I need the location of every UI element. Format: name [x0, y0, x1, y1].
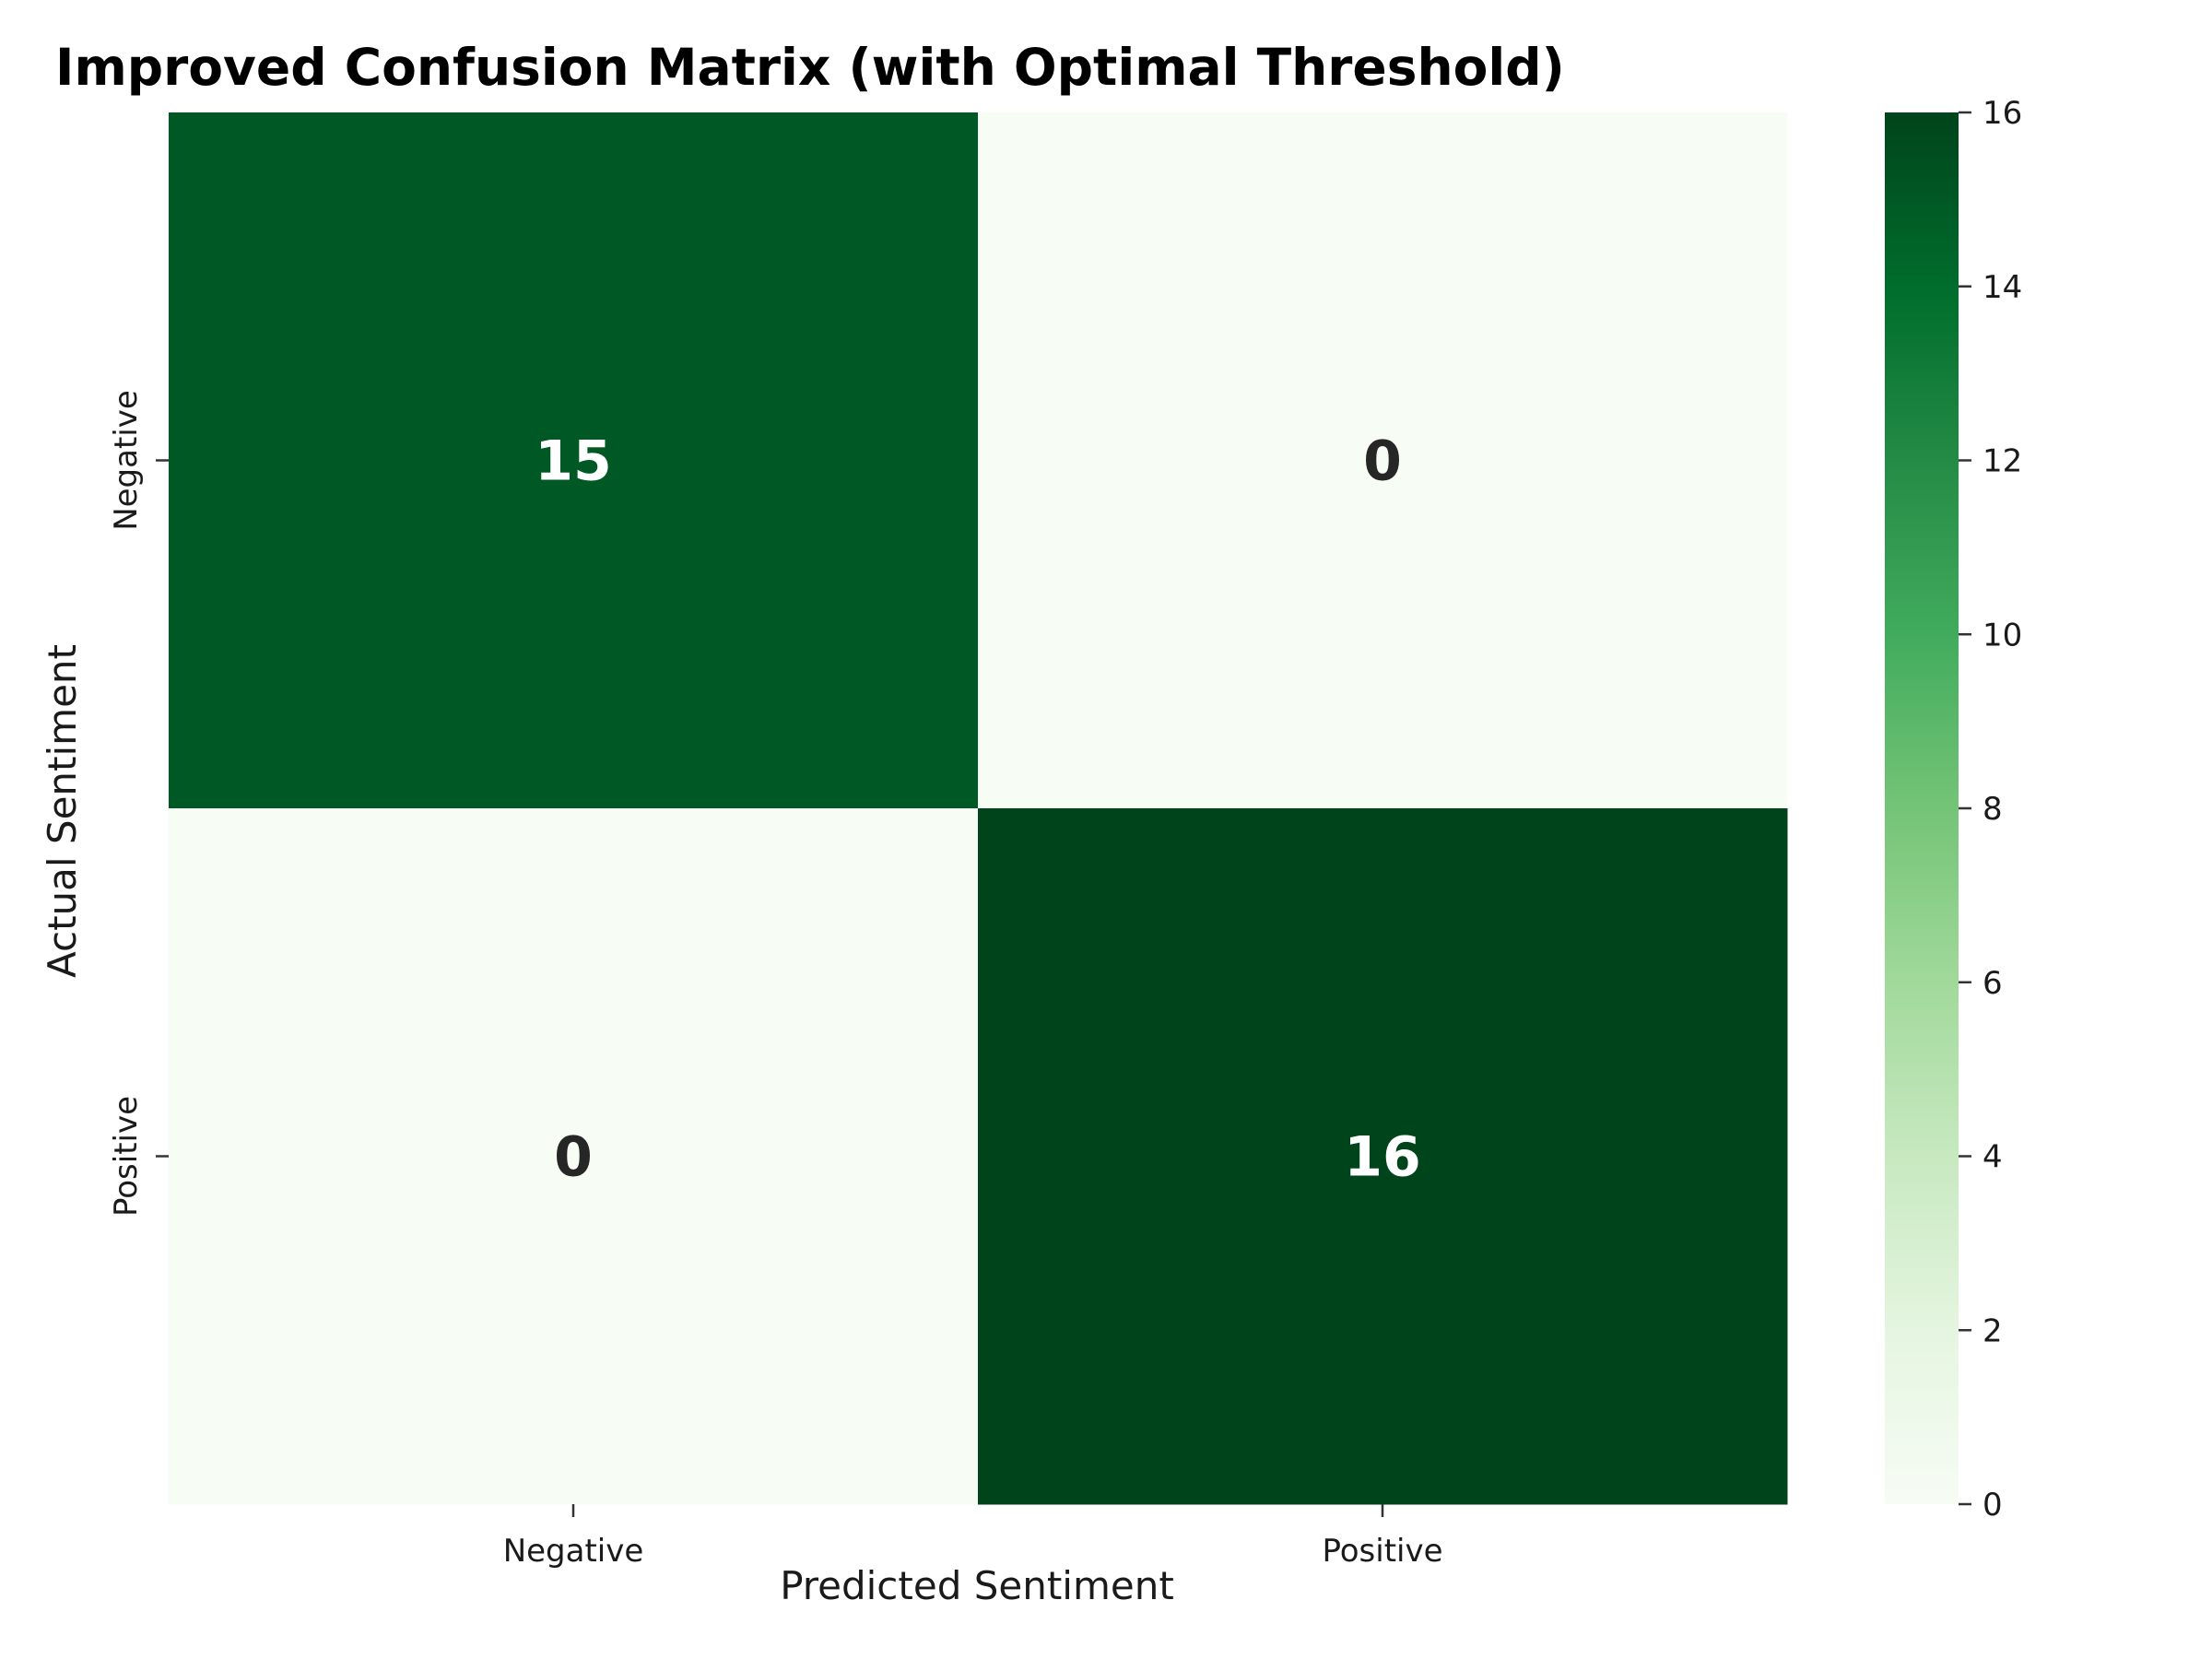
colorbar-tick-label-7: 14	[1983, 269, 2022, 306]
heatmap-cells	[169, 112, 1788, 1505]
heatmap-cell-labels: 15 0 0 16	[535, 429, 1421, 1190]
heatmap-cell-1-0	[169, 808, 979, 1505]
y-tick-label-0: Negative	[108, 390, 145, 531]
x-tick-label-0: Negative	[503, 1533, 644, 1570]
heatmap-cell-value-0-1: 0	[1363, 429, 1402, 494]
colorbar-tick-label-8: 16	[1983, 95, 2022, 132]
chart-title: Improved Confusion Matrix (with Optimal …	[55, 38, 1565, 97]
heatmap-cell-0-1	[978, 112, 1788, 809]
heatmap-cell-value-1-1: 16	[1344, 1125, 1421, 1190]
colorbar-tick-label-3: 6	[1983, 965, 2003, 1002]
colorbar-tick-label-1: 2	[1983, 1312, 2003, 1349]
y-axis-ticks: Negative Positive	[108, 390, 169, 1217]
x-tick-label-1: Positive	[1322, 1533, 1442, 1570]
y-axis-label: Actual Sentiment	[40, 644, 85, 978]
colorbar-tick-label-2: 4	[1983, 1139, 2003, 1176]
colorbar	[1885, 112, 1959, 1504]
heatmap-cell-1-1	[978, 808, 1788, 1505]
colorbar-tick-label-6: 12	[1983, 443, 2022, 480]
heatmap-cell-value-0-0: 15	[535, 429, 612, 494]
heatmap-cell-value-1-0: 0	[554, 1125, 593, 1190]
x-axis-label: Predicted Sentiment	[780, 1563, 1174, 1608]
heatmap-cell-0-0	[169, 112, 979, 809]
colorbar-tick-label-0: 0	[1983, 1487, 2003, 1524]
y-tick-label-1: Positive	[108, 1096, 145, 1217]
colorbar-tick-label-4: 8	[1983, 791, 2003, 828]
colorbar-tick-label-5: 10	[1983, 617, 2022, 653]
colorbar-ticks: 0 2 4 6 8 10 12 14 16	[1959, 95, 2022, 1524]
x-axis-ticks: Negative Positive	[503, 1504, 1443, 1570]
